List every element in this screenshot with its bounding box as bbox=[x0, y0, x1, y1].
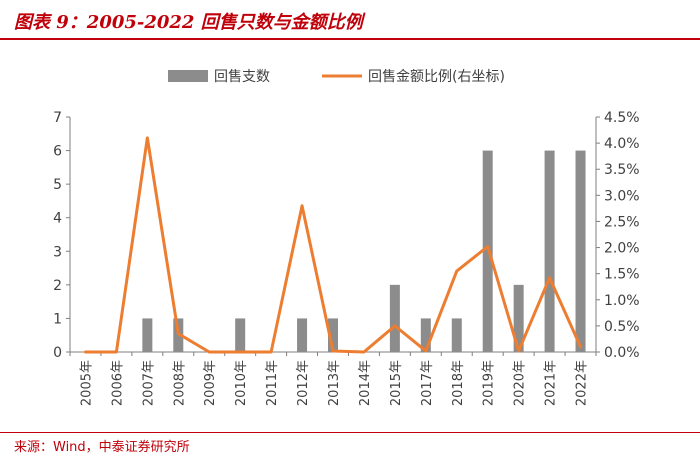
bar bbox=[451, 318, 462, 352]
line-point bbox=[331, 349, 335, 353]
title-bar: 图表 9：2005-2022 回售只数与金额比例 bbox=[0, 0, 700, 42]
bar bbox=[235, 318, 246, 352]
x-axis-tick-label: 2011年 bbox=[265, 360, 280, 406]
left-axis-tick-label: 2 bbox=[53, 278, 62, 294]
x-axis-tick-label: 2018年 bbox=[451, 360, 466, 406]
x-axis-tick-label: 2005年 bbox=[79, 360, 94, 406]
line-point bbox=[486, 245, 489, 248]
x-axis-tick-label: 2019年 bbox=[482, 360, 497, 406]
legend-line-label: 回售金额比例(右坐标) bbox=[368, 69, 505, 85]
source-note: 来源：Wind，中泰证券研究所 bbox=[14, 440, 190, 455]
x-axis-tick-label: 2007年 bbox=[141, 360, 156, 406]
right-axis-tick-label: 0.0% bbox=[604, 345, 640, 361]
line-point bbox=[424, 349, 428, 353]
source-divider bbox=[0, 432, 700, 433]
left-axis-tick-label: 5 bbox=[53, 177, 62, 193]
right-axis-tick-label: 4.0% bbox=[604, 136, 640, 152]
left-axis-tick-label: 3 bbox=[53, 244, 62, 260]
bar bbox=[575, 150, 586, 352]
line-point bbox=[300, 204, 304, 207]
line-point bbox=[177, 332, 180, 335]
line-point bbox=[455, 269, 458, 273]
bar bbox=[513, 284, 524, 352]
line-point bbox=[208, 350, 211, 354]
right-axis-tick-label: 2.0% bbox=[604, 241, 640, 257]
x-axis-tick-label: 2015年 bbox=[389, 360, 404, 406]
left-axis-tick-label: 0 bbox=[53, 345, 62, 361]
right-axis-tick-label: 1.5% bbox=[604, 267, 640, 283]
bar bbox=[328, 318, 338, 352]
x-axis-tick-label: 2013年 bbox=[327, 360, 342, 406]
x-axis-tick-label: 2020年 bbox=[513, 360, 528, 406]
page-title: 图表 9：2005-2022 回售只数与金额比例 bbox=[14, 12, 363, 33]
left-axis-tick-label: 7 bbox=[53, 110, 62, 126]
x-axis-tick-label: 2009年 bbox=[203, 360, 218, 406]
line-point bbox=[269, 350, 273, 354]
legend-bar-swatch bbox=[168, 70, 208, 82]
right-axis-tick-label: 4.5% bbox=[604, 110, 640, 126]
line-point bbox=[84, 350, 87, 354]
legend-bar-label: 回售支数 bbox=[214, 69, 270, 85]
x-axis-tick-label: 2021年 bbox=[544, 360, 559, 406]
chart-svg: 回售支数 回售金额比例(右坐标) 0 1 2 3 4 5 6 7 0.0% 0.5% 1.0% 1.5% 2… bbox=[53, 69, 640, 406]
line-point bbox=[393, 324, 397, 328]
line-point bbox=[579, 345, 582, 348]
x-axis-tick-label: 2017年 bbox=[420, 360, 435, 406]
line-point bbox=[517, 349, 520, 353]
x-axis-tick-label: 2008年 bbox=[172, 360, 187, 406]
x-axis-tick-label: 2014年 bbox=[358, 360, 373, 406]
line-point bbox=[362, 350, 366, 354]
bar bbox=[544, 150, 555, 352]
right-axis-tick-label: 0.5% bbox=[604, 319, 640, 335]
line-point bbox=[548, 276, 551, 280]
x-axis-tick-label: 2012年 bbox=[296, 360, 311, 406]
right-axis-tick-label: 3.0% bbox=[604, 188, 640, 204]
left-axis-tick-label: 4 bbox=[53, 211, 62, 227]
right-axis-tick-label: 1.0% bbox=[604, 293, 640, 309]
x-axis-tick-label: 2010年 bbox=[234, 360, 249, 406]
left-axis-tick-label: 6 bbox=[53, 144, 62, 160]
right-axis-tick-label: 3.5% bbox=[604, 162, 640, 178]
right-axis-tick-label: 2.5% bbox=[604, 214, 640, 230]
line-point bbox=[146, 136, 149, 140]
bar bbox=[420, 318, 431, 352]
title-divider bbox=[0, 38, 700, 40]
x-axis-tick-label: 2022年 bbox=[575, 360, 590, 406]
line-point bbox=[238, 350, 242, 354]
chart: 回售支数 回售金额比例(右坐标) 0 1 2 3 4 5 6 7 0.0% 0.5% 1.0% 1.5% 2… bbox=[0, 42, 700, 432]
left-axis-tick-label: 1 bbox=[53, 311, 62, 327]
bar bbox=[389, 284, 400, 352]
bar bbox=[297, 318, 308, 352]
x-axis-tick-label: 2006年 bbox=[110, 360, 125, 406]
bar bbox=[142, 318, 153, 352]
line-point bbox=[115, 350, 118, 354]
